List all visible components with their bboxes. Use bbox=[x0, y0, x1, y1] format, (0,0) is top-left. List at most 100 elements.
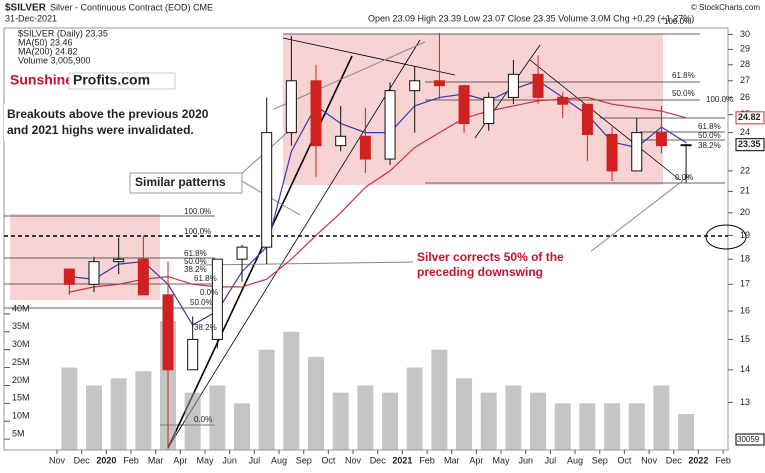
candle-body bbox=[458, 85, 470, 125]
y-tick-label: 18 bbox=[740, 254, 750, 264]
y-tick-label: 17 bbox=[740, 279, 750, 289]
fib-label: 0.0% bbox=[675, 173, 693, 182]
fib-label: 50.0% bbox=[184, 257, 207, 266]
candle-body bbox=[655, 132, 667, 147]
annotation-box bbox=[4, 104, 274, 140]
candle-body bbox=[384, 90, 396, 160]
x-tick-label: Nov bbox=[641, 455, 658, 465]
volume-bar bbox=[530, 392, 547, 450]
fib-label: 0.0% bbox=[200, 288, 218, 297]
x-tick-label: Jun bbox=[518, 455, 533, 465]
legend-entry: $SILVER (Daily) 23.35 bbox=[18, 28, 108, 38]
volume-bar bbox=[184, 392, 201, 450]
fib-label: 61.8% bbox=[672, 71, 695, 80]
fib-label: 50.0% bbox=[672, 89, 695, 98]
volume-tag-label: 30059 bbox=[737, 435, 760, 444]
x-tick-label: Apr bbox=[173, 455, 187, 465]
candle-body bbox=[409, 80, 421, 92]
candle-body bbox=[532, 73, 544, 98]
subtitle: Silver - Continuous Contract (EOD) CME bbox=[50, 2, 213, 12]
volume-bar bbox=[135, 371, 152, 450]
volume-bar bbox=[628, 403, 645, 450]
y-tick-label: 20 bbox=[740, 207, 750, 217]
title: $SILVER bbox=[5, 3, 47, 14]
candle-body bbox=[137, 258, 149, 296]
x-tick-label: Dec bbox=[666, 455, 683, 465]
shaded-zone bbox=[10, 214, 160, 300]
candle-body bbox=[335, 135, 347, 147]
fib-label: 61.8% bbox=[184, 249, 207, 258]
candle-body bbox=[88, 261, 100, 285]
candle-body bbox=[310, 80, 322, 147]
credit: © StockCharts.com bbox=[691, 3, 760, 12]
x-tick-label: 2022 bbox=[688, 455, 708, 465]
date: 31-Dec-2021 bbox=[5, 13, 57, 23]
quote: Open 23.09 High 23.39 Low 23.07 Close 23… bbox=[368, 13, 694, 23]
x-tick-label: 2021 bbox=[392, 455, 412, 465]
x-tick-label: Jul bbox=[249, 455, 261, 465]
y-tick-label: 29 bbox=[740, 44, 750, 54]
volume-bar bbox=[505, 385, 522, 450]
volume-tick-label: 25M bbox=[12, 357, 30, 367]
candle-body bbox=[483, 96, 495, 125]
annotation: preceding downswing bbox=[417, 265, 543, 279]
x-tick-label: Dec bbox=[370, 455, 387, 465]
volume-tick-label: 30M bbox=[12, 339, 30, 349]
price-tag bbox=[735, 111, 765, 125]
annotation: Silver corrects 50% of the bbox=[417, 250, 564, 264]
candle-body bbox=[359, 135, 371, 160]
legend-entry: MA(50) 23.46 bbox=[18, 37, 73, 47]
fib-label: 38.2% bbox=[698, 141, 721, 150]
volume-tick-label: 35M bbox=[12, 321, 30, 331]
x-tick-label: Nov bbox=[49, 455, 66, 465]
volume-bar bbox=[86, 385, 103, 450]
candle-body bbox=[606, 133, 618, 172]
y-tick-label: 13 bbox=[740, 397, 750, 407]
logo: Profits.com bbox=[73, 72, 150, 88]
x-tick-label: Aug bbox=[567, 455, 583, 465]
fib-label: 50.0% bbox=[190, 298, 213, 307]
y-tick-label: 16 bbox=[740, 305, 750, 315]
candle-body bbox=[63, 268, 75, 285]
volume-bar bbox=[258, 349, 275, 450]
volume-bar bbox=[554, 403, 571, 450]
fib-label: 61.8% bbox=[194, 274, 217, 283]
shaded-zone bbox=[283, 34, 663, 185]
volume-bar bbox=[382, 392, 399, 450]
x-tick-label: 2020 bbox=[96, 455, 116, 465]
fib-label: 38.2% bbox=[194, 323, 217, 332]
candle-body bbox=[162, 294, 174, 371]
highlight-circle bbox=[705, 224, 747, 250]
x-tick-label: Apr bbox=[469, 455, 483, 465]
x-tick-label: May bbox=[197, 455, 215, 465]
price-tag-label: 24.82 bbox=[738, 112, 761, 122]
x-tick-label: Sep bbox=[592, 455, 608, 465]
volume-bar bbox=[61, 367, 78, 450]
volume-tick-label: 10M bbox=[12, 411, 30, 421]
volume-bar bbox=[209, 385, 226, 450]
x-tick-label: Sep bbox=[296, 455, 312, 465]
candle-body bbox=[236, 246, 248, 260]
annotation: Similar patterns bbox=[135, 175, 226, 189]
x-tick-label: Aug bbox=[271, 455, 287, 465]
volume-tick-label: 5M bbox=[12, 428, 25, 438]
volume-bar bbox=[406, 367, 423, 450]
x-tick-label: Feb bbox=[419, 455, 435, 465]
candle-body bbox=[680, 144, 692, 147]
fib-label: 38.2% bbox=[184, 265, 207, 274]
annotation-box bbox=[413, 248, 591, 282]
logo: Sunshine bbox=[10, 72, 73, 88]
y-tick-label: 21 bbox=[740, 186, 750, 196]
logo-box bbox=[68, 72, 176, 90]
y-tick-label: 28 bbox=[740, 59, 750, 69]
volume-bar bbox=[308, 356, 325, 450]
candle-body bbox=[261, 132, 273, 248]
volume-bar bbox=[332, 392, 349, 450]
x-tick-label: Jul bbox=[545, 455, 557, 465]
legend-entry: Volume 3,005,900 bbox=[18, 55, 91, 65]
x-tick-label: Oct bbox=[321, 455, 336, 465]
volume-bar bbox=[234, 403, 251, 450]
volume-bar bbox=[480, 392, 497, 450]
volume-tick-label: 20M bbox=[12, 375, 30, 385]
